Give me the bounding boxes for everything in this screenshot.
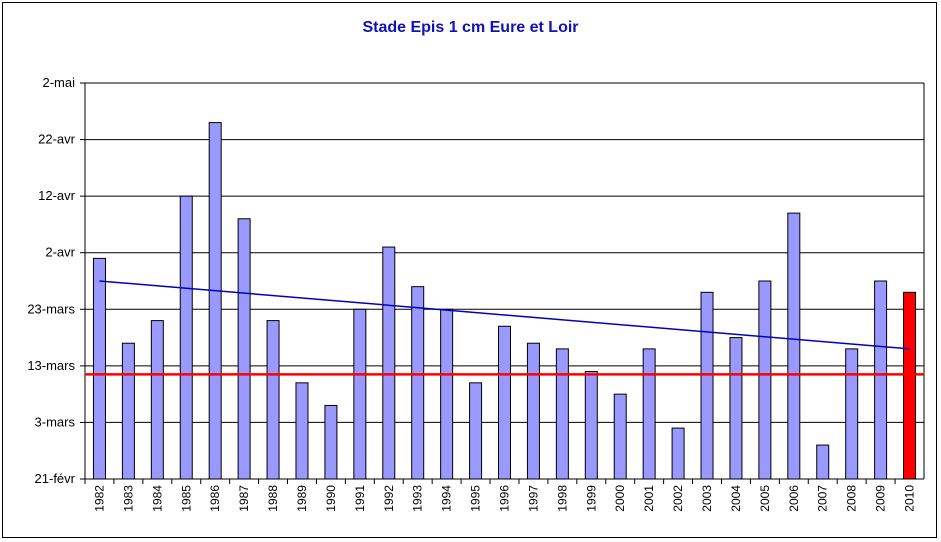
x-tick-label: 2009 — [874, 485, 888, 512]
x-tick-label: 1995 — [469, 485, 483, 512]
bar — [179, 195, 193, 480]
x-tick-label: 1985 — [179, 485, 193, 512]
x-tick-label: 2004 — [729, 485, 743, 512]
bar — [642, 348, 656, 480]
x-tick-label: 1997 — [526, 485, 540, 512]
y-tick-label: 22-avr — [38, 132, 76, 147]
x-tick-label: 1999 — [584, 485, 598, 512]
bar — [440, 308, 454, 480]
bar — [700, 291, 714, 480]
bar — [555, 348, 569, 480]
x-tick-label: 1982 — [92, 485, 106, 512]
y-tick-label: 2-mai — [42, 75, 75, 90]
bar — [382, 246, 396, 480]
bar — [787, 212, 801, 480]
bar — [671, 427, 685, 480]
bar — [411, 286, 425, 480]
y-tick-label: 12-avr — [38, 188, 76, 203]
x-tick-label: 1984 — [150, 485, 164, 512]
y-tick-label: 13-mars — [27, 358, 75, 373]
bar — [295, 382, 309, 480]
x-tick-label: 2003 — [700, 485, 714, 512]
y-tick-label: 21-févr — [35, 471, 76, 486]
y-tick-label: 23-mars — [27, 301, 75, 316]
bar — [526, 342, 540, 480]
x-tick-label: 1983 — [121, 485, 135, 512]
bar — [208, 122, 222, 480]
bar — [92, 257, 106, 480]
x-tick-label: 2005 — [758, 485, 772, 512]
x-tick-label: 2010 — [903, 485, 917, 512]
bar — [237, 218, 251, 480]
x-tick-label: 1993 — [411, 485, 425, 512]
x-tick-label: 2007 — [816, 485, 830, 512]
x-tick-label: 2002 — [671, 485, 685, 512]
trendline — [99, 280, 910, 350]
x-tick-label: 2001 — [642, 485, 656, 512]
bar — [758, 280, 772, 480]
x-tick-label: 1991 — [353, 485, 367, 512]
bar — [150, 320, 164, 480]
bar — [845, 348, 859, 480]
bar — [498, 325, 511, 480]
bar — [266, 320, 280, 480]
chart-title: Stade Epis 1 cm Eure et Loir — [362, 19, 579, 36]
x-tick-label: 1992 — [382, 485, 396, 512]
bar — [729, 337, 743, 480]
x-tick-label: 1988 — [266, 485, 280, 512]
x-tick-label: 1994 — [440, 485, 454, 512]
x-tick-label: 1998 — [555, 485, 569, 512]
y-tick-label: 2-avr — [45, 245, 75, 260]
y-tick-label: 3-mars — [35, 414, 76, 429]
bar — [903, 291, 917, 480]
bar — [816, 444, 830, 480]
bar — [874, 280, 888, 480]
x-tick-label: 1989 — [295, 485, 309, 512]
x-tick-label: 2008 — [845, 485, 859, 512]
bar — [121, 342, 135, 480]
bar — [469, 382, 483, 480]
bar — [353, 308, 367, 480]
x-tick-label: 1990 — [324, 485, 338, 512]
x-tick-label: 1987 — [237, 485, 251, 512]
x-tick-label: 1996 — [498, 485, 512, 512]
x-tick-label: 2006 — [787, 485, 801, 512]
bar — [613, 393, 627, 480]
bar — [584, 371, 598, 480]
bar — [324, 404, 338, 480]
x-tick-label: 2000 — [613, 485, 627, 512]
x-tick-label: 1986 — [208, 485, 222, 512]
